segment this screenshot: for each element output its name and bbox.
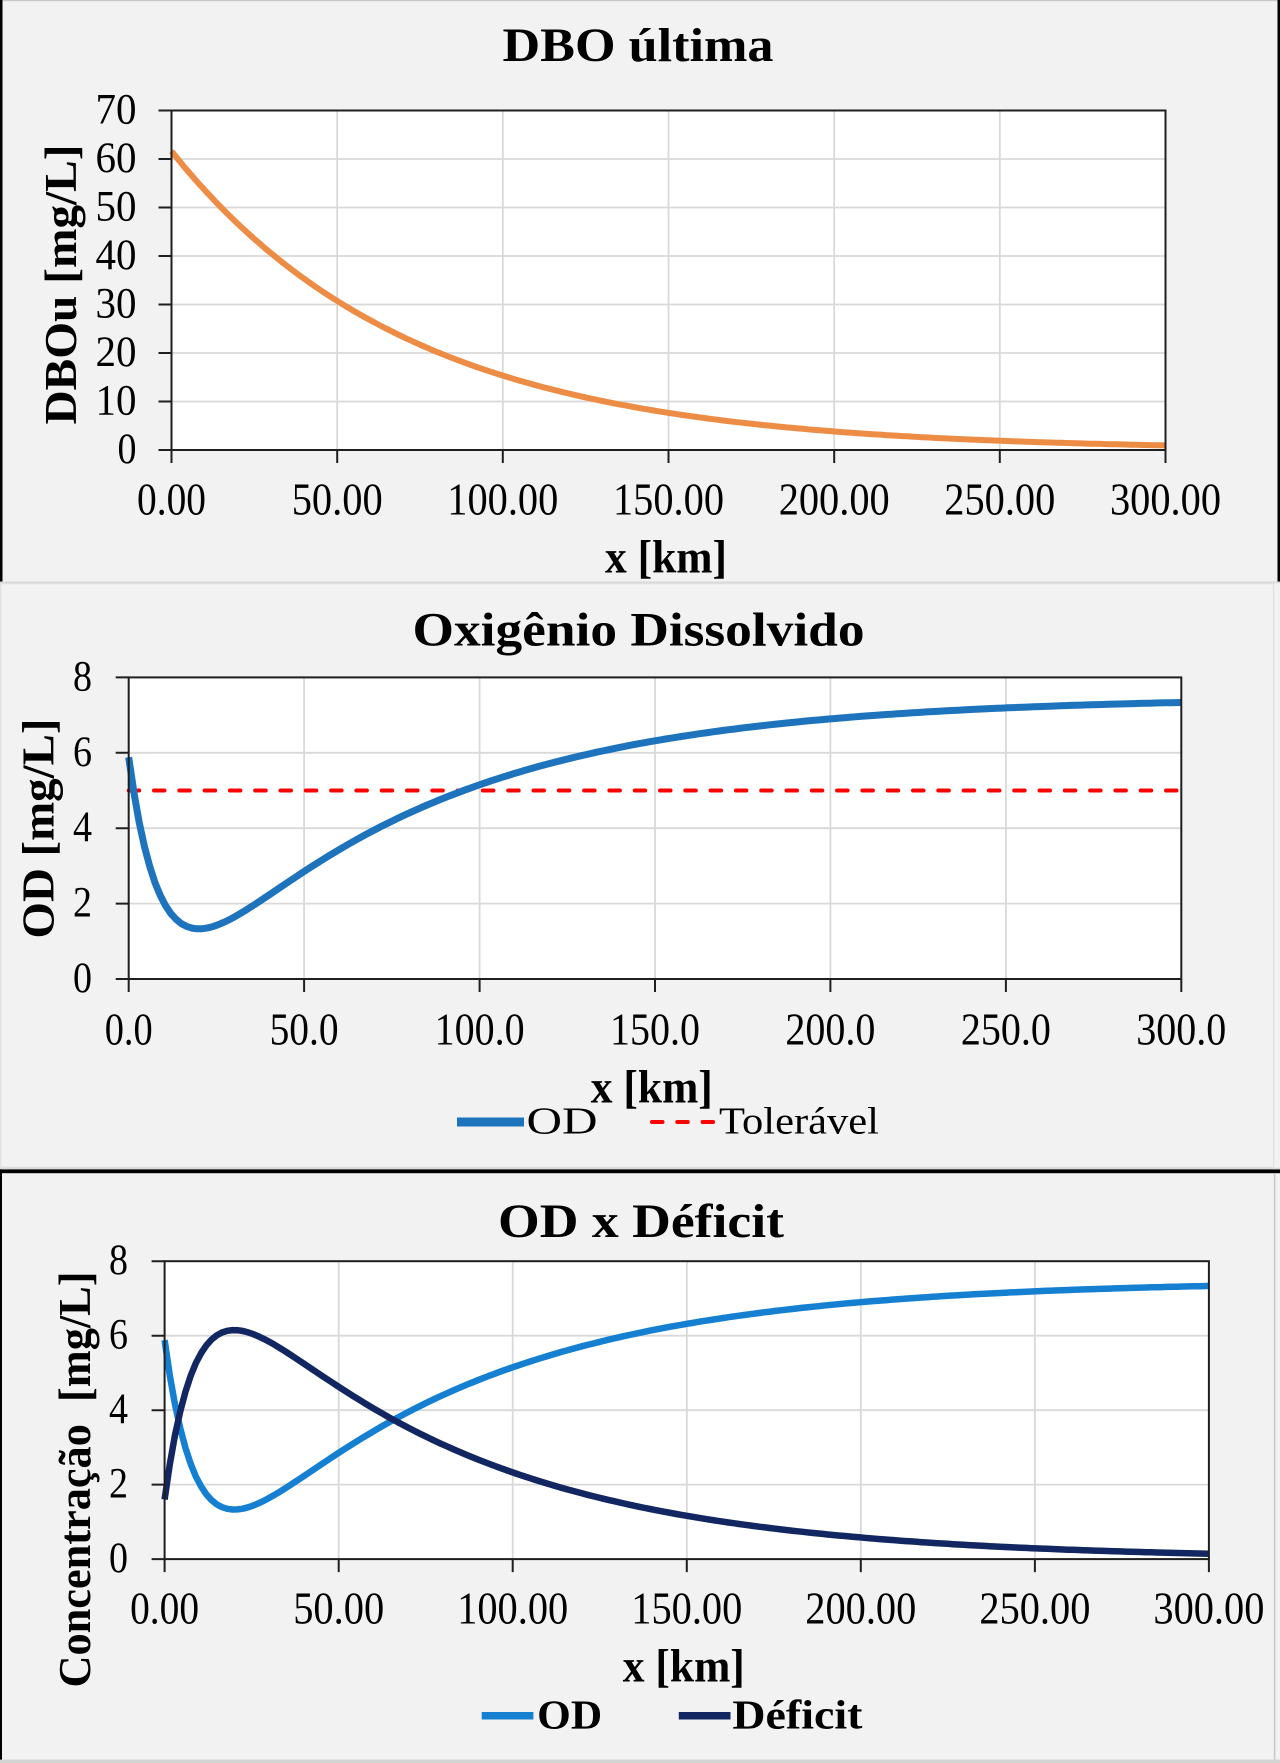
svg-text:6: 6 — [109, 1312, 128, 1359]
svg-text:Concentração [mg/L]: Concentração [mg/L] — [49, 1272, 100, 1688]
svg-text:200.00: 200.00 — [805, 1582, 916, 1633]
svg-text:2: 2 — [73, 880, 92, 927]
svg-text:60: 60 — [96, 135, 137, 182]
svg-text:200.0: 200.0 — [785, 1004, 875, 1055]
svg-text:0: 0 — [73, 955, 92, 1002]
svg-text:20: 20 — [96, 329, 137, 376]
svg-text:DBO última: DBO última — [503, 19, 774, 72]
svg-text:50.0: 50.0 — [270, 1004, 339, 1055]
svg-text:200.00: 200.00 — [779, 474, 890, 525]
svg-text:x [km]: x [km] — [591, 1063, 713, 1114]
svg-text:250.0: 250.0 — [961, 1004, 1051, 1055]
svg-text:10: 10 — [96, 378, 137, 425]
svg-text:70: 70 — [96, 87, 137, 134]
svg-text:OD: OD — [527, 1101, 598, 1143]
svg-text:40: 40 — [96, 232, 137, 279]
svg-text:2: 2 — [109, 1461, 128, 1508]
svg-text:300.00: 300.00 — [1153, 1582, 1264, 1633]
svg-text:50: 50 — [96, 184, 137, 231]
svg-text:Déficit: Déficit — [732, 1691, 862, 1737]
svg-text:0: 0 — [118, 426, 137, 473]
svg-text:300.00: 300.00 — [1110, 474, 1221, 525]
svg-text:100.00: 100.00 — [457, 1582, 568, 1633]
svg-text:OD [mg/L]: OD [mg/L] — [13, 719, 64, 939]
svg-text:4: 4 — [73, 804, 92, 851]
svg-text:0: 0 — [109, 1535, 128, 1582]
svg-text:Oxigênio Dissolvido: Oxigênio Dissolvido — [413, 604, 865, 657]
svg-text:300.0: 300.0 — [1136, 1004, 1226, 1055]
svg-text:0.00: 0.00 — [137, 474, 206, 525]
svg-text:250.00: 250.00 — [979, 1582, 1090, 1633]
svg-text:x [km]: x [km] — [623, 1641, 745, 1692]
svg-text:150.0: 150.0 — [610, 1004, 700, 1055]
svg-text:DBOu [mg/L]: DBOu [mg/L] — [35, 145, 86, 425]
svg-text:50.00: 50.00 — [292, 474, 383, 525]
svg-text:0.00: 0.00 — [130, 1582, 199, 1633]
svg-text:8: 8 — [73, 653, 92, 700]
svg-text:6: 6 — [73, 729, 92, 776]
svg-text:OD: OD — [537, 1691, 602, 1737]
svg-text:8: 8 — [109, 1237, 128, 1284]
svg-text:150.00: 150.00 — [613, 474, 724, 525]
svg-text:4: 4 — [109, 1386, 128, 1433]
svg-text:150.00: 150.00 — [631, 1582, 742, 1633]
svg-text:250.00: 250.00 — [944, 474, 1055, 525]
svg-text:100.00: 100.00 — [447, 474, 558, 525]
svg-text:0.0: 0.0 — [105, 1004, 153, 1055]
svg-text:30: 30 — [96, 281, 137, 328]
svg-text:Tolerável: Tolerável — [719, 1101, 879, 1143]
svg-text:100.0: 100.0 — [435, 1004, 525, 1055]
svg-text:OD x Déficit: OD x Déficit — [498, 1195, 784, 1248]
svg-text:50.00: 50.00 — [293, 1582, 384, 1633]
svg-text:x [km]: x [km] — [605, 532, 727, 583]
